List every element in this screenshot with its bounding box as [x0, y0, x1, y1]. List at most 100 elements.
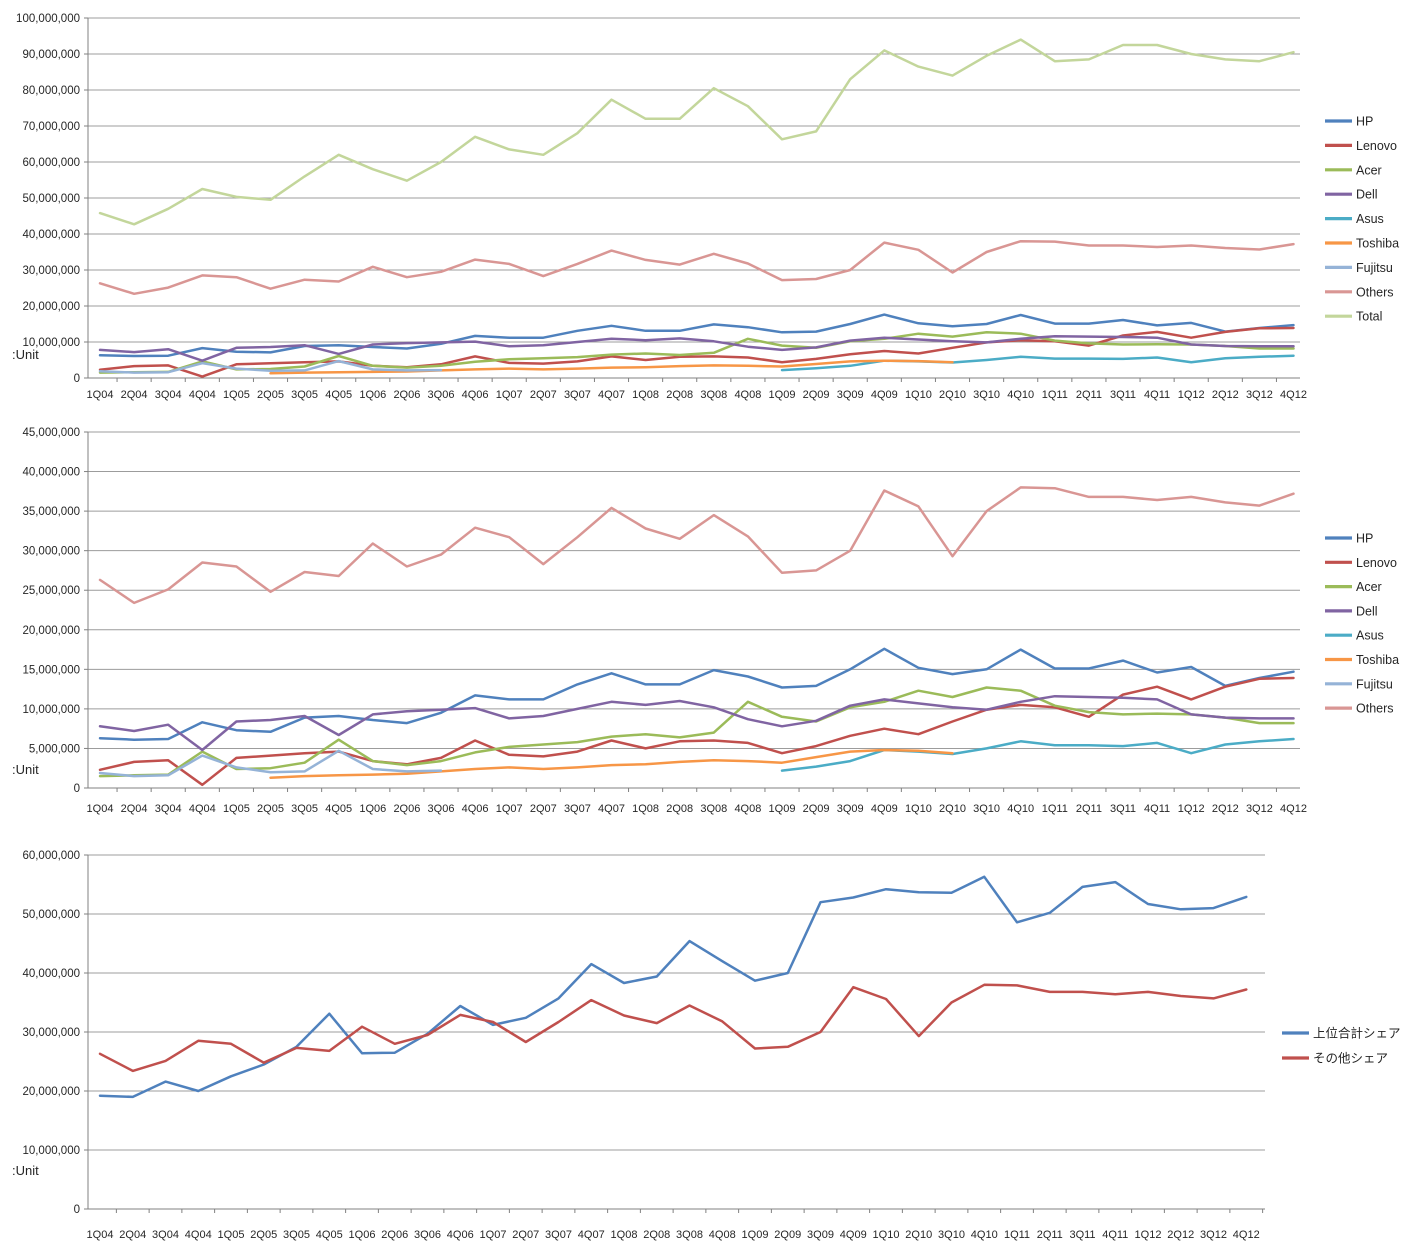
- x-axis-label: 1Q10: [873, 1229, 900, 1241]
- x-axis-label: 1Q06: [359, 389, 386, 401]
- series-line-asus[interactable]: [780, 354, 1295, 372]
- chart-2[interactable]: 0 5,000,000 10,000,000 15,000,000 20,000,000…: [22, 427, 1399, 815]
- x-axis-label: 1Q04: [87, 1229, 114, 1241]
- series-line-others[interactable]: [98, 239, 1295, 296]
- legend-item-lenovo[interactable]: Lenovo: [1325, 556, 1397, 570]
- x-axis-label: 4Q08: [734, 803, 761, 815]
- x-axis-label: 2Q10: [939, 389, 966, 401]
- x-axis-label: 3Q06: [414, 1229, 441, 1241]
- x-axis-label: 1Q07: [496, 389, 523, 401]
- series-line-asus[interactable]: [780, 737, 1295, 772]
- x-axis-label: 3Q12: [1246, 389, 1273, 401]
- legend-item-asus[interactable]: Asus: [1325, 212, 1384, 226]
- x-axis-label: 2Q05: [250, 1229, 277, 1241]
- y-axis-label: 30,000,000: [22, 1027, 80, 1039]
- x-axis-label: 3Q09: [837, 389, 864, 401]
- chart-1[interactable]: 0 10,000,000 20,000,000 30,000,000 40,000,00…: [16, 13, 1399, 401]
- x-axis-label: 2Q12: [1212, 389, 1239, 401]
- x-axis-label: 1Q09: [769, 803, 796, 815]
- legend-item-others[interactable]: Others: [1325, 702, 1394, 716]
- series-line-dell[interactable]: [98, 694, 1295, 752]
- legend-item-dell[interactable]: Dell: [1325, 604, 1378, 618]
- legend-item-fujitsu[interactable]: Fujitsu: [1325, 261, 1393, 275]
- x-axis-label: 2Q07: [512, 1229, 539, 1241]
- x-axis-label: 3Q04: [155, 389, 182, 401]
- y-axis-label: 35,000,000: [22, 506, 80, 518]
- legend-item-lenovo[interactable]: Lenovo: [1325, 139, 1397, 153]
- legend-item-fujitsu[interactable]: Fujitsu: [1325, 677, 1393, 691]
- x-axis-label: 1Q06: [359, 803, 386, 815]
- legend-item-toshiba[interactable]: Toshiba: [1325, 237, 1399, 251]
- y-axis-label: 10,000,000: [22, 337, 80, 349]
- legend-label: Dell: [1356, 604, 1378, 618]
- legend-item-acer[interactable]: Acer: [1325, 163, 1382, 177]
- legend-label: Fujitsu: [1356, 261, 1393, 275]
- legend-item-asus[interactable]: Asus: [1325, 629, 1384, 643]
- x-axis-label: 4Q08: [709, 1229, 736, 1241]
- series-line-lenovo[interactable]: [98, 676, 1295, 787]
- x-axis-label: 4Q04: [185, 1229, 212, 1241]
- x-axis-label: 1Q04: [87, 389, 114, 401]
- x-axis-label: 1Q04: [87, 803, 114, 815]
- x-axis-label: 1Q07: [496, 803, 523, 815]
- series-line-dell[interactable]: [98, 334, 1295, 362]
- legend-label: その他シェア: [1313, 1052, 1388, 1066]
- x-axis-label: 3Q07: [564, 803, 591, 815]
- x-axis-label: 4Q07: [598, 803, 625, 815]
- series-line-fujitsu[interactable]: [98, 359, 443, 374]
- x-axis-label: 2Q11: [1076, 389, 1102, 401]
- legend-item-その他シェア[interactable]: その他シェア: [1282, 1052, 1388, 1066]
- series-line-toshiba[interactable]: [269, 748, 954, 779]
- x-axis-label: 4Q12: [1233, 1229, 1260, 1241]
- x-axis-label: 2Q09: [774, 1229, 801, 1241]
- x-axis-label: 1Q12: [1178, 803, 1205, 815]
- legend-item-hp[interactable]: HP: [1325, 115, 1373, 129]
- x-axis-label: 1Q05: [218, 1229, 245, 1241]
- x-axis-label: 4Q07: [578, 1229, 605, 1241]
- series-line-total[interactable]: [98, 38, 1295, 226]
- legend-item-上位合計シェア[interactable]: 上位合計シェア: [1282, 1026, 1401, 1041]
- x-axis-label: 3Q05: [291, 803, 318, 815]
- chart-3[interactable]: 0 10,000,000 20,000,000 30,000,000 40,000,00…: [22, 850, 1400, 1241]
- x-axis-label: 4Q08: [734, 389, 761, 401]
- legend-item-hp[interactable]: HP: [1325, 532, 1373, 546]
- series-line-others[interactable]: [98, 486, 1295, 605]
- series-line-toshiba[interactable]: [269, 359, 954, 375]
- series-line-上位合計シェア[interactable]: [98, 875, 1248, 1099]
- legend-item-acer[interactable]: Acer: [1325, 580, 1382, 594]
- x-axis-label: 3Q11: [1110, 803, 1136, 815]
- x-axis-label: 3Q06: [428, 389, 455, 401]
- series-line-acer[interactable]: [98, 686, 1295, 778]
- x-axis-label: 1Q08: [632, 803, 659, 815]
- legend-label: Lenovo: [1356, 556, 1397, 570]
- legend-label: Lenovo: [1356, 139, 1397, 153]
- legend-item-dell[interactable]: Dell: [1325, 188, 1378, 202]
- legend-label: Asus: [1356, 629, 1384, 643]
- x-axis-label: 2Q10: [939, 803, 966, 815]
- series-line-hp[interactable]: [98, 313, 1295, 358]
- x-axis-label: 4Q10: [1007, 803, 1034, 815]
- series-line-その他シェア[interactable]: [98, 983, 1248, 1073]
- x-axis-label: 1Q09: [769, 389, 796, 401]
- y-axis-label: 20,000,000: [22, 1086, 80, 1098]
- x-axis-label: 4Q05: [325, 803, 352, 815]
- x-axis-label: 3Q05: [291, 389, 318, 401]
- series-line-hp[interactable]: [98, 647, 1295, 741]
- y-axis-label: 100,000,000: [16, 13, 80, 25]
- legend-label: HP: [1356, 115, 1373, 129]
- legend-label: Total: [1356, 310, 1382, 324]
- x-axis-label: 2Q11: [1037, 1229, 1063, 1241]
- x-axis-label: 2Q04: [121, 803, 148, 815]
- legend-item-total[interactable]: Total: [1325, 310, 1382, 324]
- series-line-fujitsu[interactable]: [98, 749, 443, 778]
- legend-item-others[interactable]: Others: [1325, 285, 1394, 299]
- x-axis-label: 4Q05: [325, 389, 352, 401]
- y-axis-label: 20,000,000: [22, 625, 80, 637]
- y-axis-label: 15,000,000: [22, 664, 80, 676]
- legend-item-toshiba[interactable]: Toshiba: [1325, 653, 1399, 667]
- series-line-acer[interactable]: [98, 331, 1295, 374]
- legend-chart-2: HP Lenovo Acer Dell Asus Toshiba Fujitsu Others: [1325, 532, 1399, 716]
- x-axis-label: 3Q07: [545, 1229, 572, 1241]
